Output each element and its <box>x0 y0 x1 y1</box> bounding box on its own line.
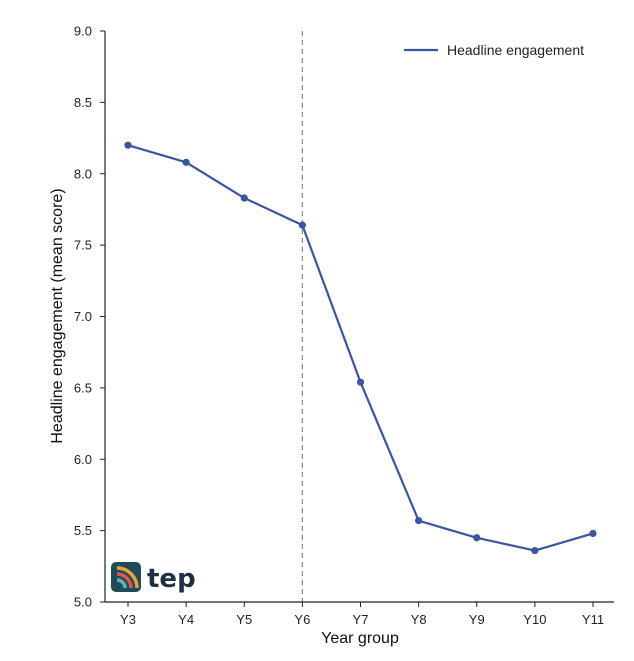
y-tick-label: 7.5 <box>74 238 92 253</box>
data-point-y4 <box>182 158 190 166</box>
data-points <box>124 141 597 555</box>
legend: Headline engagement <box>404 42 584 58</box>
data-point-y9 <box>473 534 481 542</box>
x-tick-label: Y5 <box>236 612 252 627</box>
x-tick-label: Y11 <box>582 612 604 627</box>
x-tick-label: Y7 <box>353 612 369 627</box>
y-tick-label: 9.0 <box>74 24 92 39</box>
x-tick-label: Y8 <box>411 612 427 627</box>
x-tick-label: Y4 <box>178 612 194 627</box>
data-point-y6 <box>298 221 306 229</box>
y-axis-title: Headline engagement (mean score) <box>49 188 66 443</box>
data-point-y7 <box>356 378 365 386</box>
tep-logo-text: tep <box>147 564 196 594</box>
y-tick-label: 7.0 <box>74 309 92 324</box>
y-tick-label: 8.5 <box>74 95 92 110</box>
y-tick-label: 6.0 <box>74 452 92 467</box>
series-line-headline-engagement <box>127 144 594 552</box>
data-point-y8 <box>415 517 423 525</box>
x-tick-label: Y10 <box>523 612 546 627</box>
tep-logo: tep <box>111 562 196 594</box>
y-tick-label: 5.0 <box>74 595 92 610</box>
data-point-y3 <box>124 141 132 149</box>
data-point-y5 <box>240 194 248 202</box>
data-point-y11 <box>589 529 597 538</box>
legend-label: Headline engagement <box>447 42 584 58</box>
y-tick-label: 6.5 <box>74 380 92 395</box>
y-tick-label: 5.5 <box>74 523 92 538</box>
x-axis-title: Year group <box>321 630 399 647</box>
x-tick-label: Y6 <box>294 612 310 627</box>
x-axis-ticks: Y3 Y4 Y5 Y6 Y7 Y8 Y9 Y10 Y11 <box>120 602 604 627</box>
data-point-y10 <box>531 547 539 555</box>
x-tick-label: Y3 <box>120 612 136 627</box>
y-axis-ticks: 5.0 5.5 6.0 6.5 7.0 7.5 8.0 8.5 9.0 <box>74 24 105 610</box>
y-tick-label: 8.0 <box>74 166 92 181</box>
x-tick-label: Y9 <box>469 612 485 627</box>
